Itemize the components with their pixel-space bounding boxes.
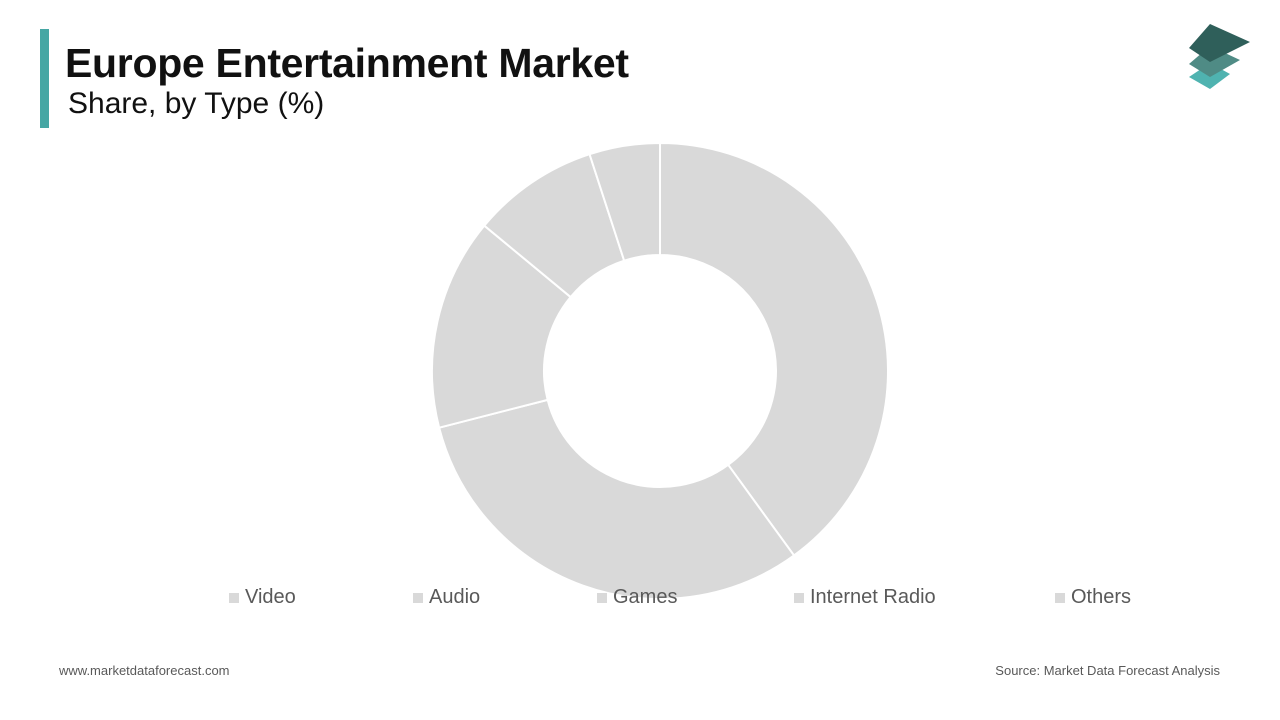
slice-audio: [437, 398, 796, 600]
footer-website: www.marketdataforecast.com: [59, 663, 230, 678]
logo-layer-top: [1189, 24, 1250, 62]
footer-source: Source: Market Data Forecast Analysis: [995, 663, 1220, 678]
slice-games: [431, 224, 573, 429]
legend-swatch: [597, 592, 607, 603]
legend-item-audio: Audio: [413, 586, 480, 609]
legend-item-games: Games: [597, 586, 677, 609]
legend-label: Games: [613, 586, 678, 608]
legend-item-others: Others: [1055, 586, 1131, 609]
legend-item-video: Video: [229, 586, 296, 609]
legend-item-internet-radio: Internet Radio: [794, 586, 936, 609]
legend-swatch: [229, 592, 239, 603]
legend-swatch: [794, 592, 804, 603]
stacked-layers-icon: [1189, 24, 1250, 89]
legend-label: Video: [245, 586, 296, 608]
slice-video: [659, 141, 889, 557]
legend-swatch: [1055, 592, 1065, 603]
legend-label: Audio: [429, 586, 481, 608]
chart-legend: Video Audio Games Internet Radio Others: [0, 586, 1280, 610]
title-accent-bar: [40, 29, 49, 128]
slice-others: [588, 141, 661, 262]
chart-title: Europe Entertainment Market: [65, 40, 629, 86]
chart-subtitle: Share, by Type (%): [68, 87, 325, 120]
legend-label: Others: [1071, 586, 1132, 608]
legend-swatch: [413, 592, 423, 603]
legend-label: Internet Radio: [810, 586, 936, 608]
